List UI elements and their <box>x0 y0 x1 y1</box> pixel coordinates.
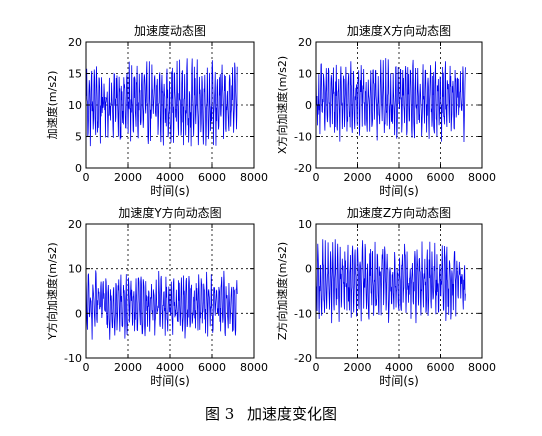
x-tick-label: 0 <box>83 361 90 374</box>
x-axis-label: 时间(s) <box>150 184 190 198</box>
x-tick-label: 4000 <box>385 361 413 374</box>
y-axis-label: X方向加速度(m/s2) <box>275 56 289 154</box>
x-tick-label: 8000 <box>468 171 496 184</box>
y-axis-label: Z方向加速度(m/s2) <box>275 242 289 340</box>
x-axis-label: 时间(s) <box>379 374 419 388</box>
figure-number: 图 3 <box>204 405 235 423</box>
x-tick-label: 4000 <box>156 361 184 374</box>
y-tick-label: 0 <box>75 162 82 175</box>
series-line <box>85 270 238 340</box>
y-tick-label: 20 <box>68 36 82 49</box>
y-axis-label: Y方向加速度(m/s2) <box>45 242 59 340</box>
acceleration-figure: 0 2000 4000 6000 800005101520加速度动态图时间(s)加速度(… <box>45 23 496 388</box>
series-line <box>315 58 466 142</box>
chart-panel-4: 0 2000 4000 6000 8000 -20 -10 0 10 加速度Z方向动态图时间(s)… <box>275 205 496 388</box>
chart-title: 加速度Y方向动态图 <box>118 205 221 220</box>
y-tick-label: 10 <box>298 68 312 81</box>
x-tick-label: 6000 <box>427 171 455 184</box>
x-tick-label: 6000 <box>198 361 226 374</box>
figure-caption: 图 3 加速度变化图 <box>0 403 542 424</box>
y-tick-label: 15 <box>68 68 82 81</box>
series-line <box>85 58 238 147</box>
y-tick-label: -10 <box>64 352 82 365</box>
x-tick-label: 8000 <box>240 171 268 184</box>
y-tick-label: -20 <box>294 162 312 175</box>
y-tick-label: 0 <box>75 307 82 320</box>
chart-panel-3: 0 2000 4000 6000 8000-1001020加速度Y方向动态图时间(s)Y… <box>45 205 268 388</box>
x-axis-label: 时间(s) <box>379 184 419 198</box>
x-tick-label: 0 <box>313 361 320 374</box>
x-tick-label: 8000 <box>240 361 268 374</box>
chart-title: 加速度Z方向动态图 <box>347 205 451 220</box>
y-tick-label: -10 <box>294 307 312 320</box>
x-tick-label: 2000 <box>114 171 142 184</box>
x-tick-label: 4000 <box>385 171 413 184</box>
series-line <box>315 239 466 324</box>
y-tick-label: 20 <box>298 36 312 49</box>
y-tick-label: 20 <box>68 218 82 231</box>
x-tick-label: 0 <box>83 171 90 184</box>
chart-panel-2: 0 2000 4000 6000 8000 -20 -10 0 10 20 加速度X方向动态图时间(… <box>275 23 496 198</box>
x-axis-label: 时间(s) <box>150 374 190 388</box>
chart-title: 加速度动态图 <box>134 23 206 38</box>
figure-caption-text: 加速度变化图 <box>247 405 338 423</box>
x-tick-label: 2000 <box>344 171 372 184</box>
y-tick-label: 0 <box>305 99 312 112</box>
y-tick-label: 10 <box>298 218 312 231</box>
y-tick-label: -20 <box>294 352 312 365</box>
y-tick-label: -10 <box>294 131 312 144</box>
x-tick-label: 2000 <box>344 361 372 374</box>
x-tick-label: 0 <box>313 171 320 184</box>
chart-title: 加速度X方向动态图 <box>347 23 451 38</box>
y-tick-label: 0 <box>305 263 312 276</box>
y-tick-label: 10 <box>68 263 82 276</box>
x-tick-label: 6000 <box>198 171 226 184</box>
x-tick-label: 2000 <box>114 361 142 374</box>
y-tick-label: 10 <box>68 99 82 112</box>
y-tick-label: 5 <box>75 131 82 144</box>
x-tick-label: 4000 <box>156 171 184 184</box>
y-axis-label: 加速度(m/s2) <box>45 71 59 140</box>
x-tick-label: 6000 <box>427 361 455 374</box>
x-tick-label: 8000 <box>468 361 496 374</box>
